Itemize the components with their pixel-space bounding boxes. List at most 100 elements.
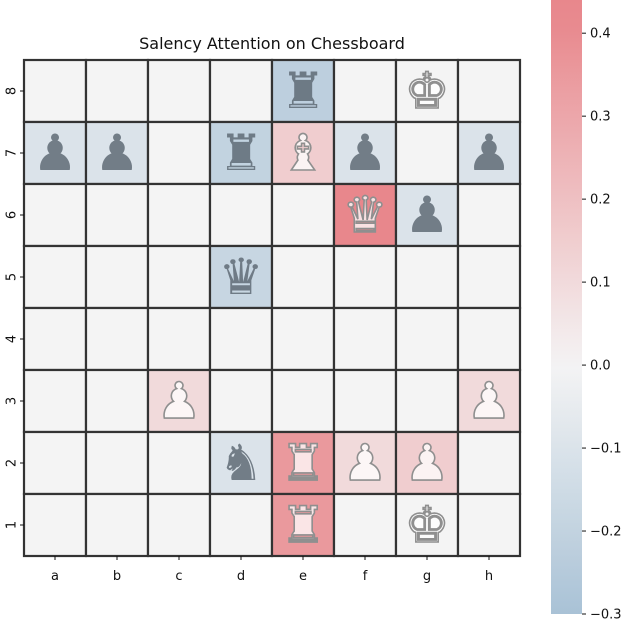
piece-white-king-g8: ♚ [405, 62, 450, 120]
piece-black-pawn-f7: ♟ [343, 124, 388, 182]
cell-d8 [208, 58, 274, 124]
cell-d6 [208, 182, 274, 248]
piece-white-rook-e2: ♜ [281, 434, 326, 492]
file-label-d: d [237, 569, 245, 584]
cell-a1 [22, 492, 88, 558]
cell-e3 [270, 368, 336, 434]
colorbar-tick-label: 0.4 [590, 27, 611, 42]
cell-g4 [394, 306, 460, 372]
cell-b3 [84, 368, 150, 434]
rank-labels: 8 7 6 5 4 3 2 1 [5, 87, 24, 529]
cell-h7 [456, 120, 522, 186]
piece-black-pawn-b7: ♟ [95, 124, 140, 182]
cell-g1 [394, 492, 460, 558]
file-label-f: f [363, 569, 368, 584]
file-label-e: e [299, 569, 307, 584]
cell-g8 [394, 58, 460, 124]
rank-label-7: 7 [5, 149, 20, 157]
file-labels: a b c d e f g h [51, 556, 493, 584]
piece-black-rook-d7: ♜ [219, 124, 264, 182]
piece-white-pawn-c3: ♟ [157, 372, 202, 430]
piece-white-rook-e1: ♜ [281, 496, 326, 554]
file-label-a: a [51, 569, 59, 584]
cell-f1 [332, 492, 398, 558]
cell-f8 [332, 58, 398, 124]
board-cells [22, 58, 522, 558]
piece-white-king-g1: ♚ [405, 496, 450, 554]
cell-f2 [332, 430, 398, 496]
cell-a8 [22, 58, 88, 124]
cell-g2 [394, 430, 460, 496]
file-label-g: g [423, 569, 431, 584]
cell-h1 [456, 492, 522, 558]
cell-f3 [332, 368, 398, 434]
cell-g5 [394, 244, 460, 310]
cell-c8 [146, 58, 212, 124]
colorbar-tick-label: −0.1 [590, 442, 622, 457]
colorbar-gradient [551, 0, 582, 614]
cell-c5 [146, 244, 212, 310]
piece-white-pawn-h3: ♟ [467, 372, 512, 430]
piece-white-pawn-g2: ♟ [405, 434, 450, 492]
board-pieces: ♜ ♚♟ ♟ ♜ ♝ ♟ ♟♛ ♟♛♟ ♟♞ ♜ ♟ ♟♜ ♚ [33, 61, 513, 555]
cell-c6 [146, 182, 212, 248]
piece-black-pawn-g6: ♟ [405, 186, 450, 244]
cell-c1 [146, 492, 212, 558]
cell-d3 [208, 368, 274, 434]
rank-label-6: 6 [5, 211, 20, 219]
cell-e5 [270, 244, 336, 310]
cell-b5 [84, 244, 150, 310]
cell-h5 [456, 244, 522, 310]
cell-f7 [332, 120, 398, 186]
cell-f5 [332, 244, 398, 310]
cell-a2 [22, 430, 88, 496]
cell-b4 [84, 306, 150, 372]
cell-a3 [22, 368, 88, 434]
cell-h4 [456, 306, 522, 372]
cell-c7 [146, 120, 212, 186]
file-label-c: c [175, 569, 182, 584]
cell-a7 [22, 120, 88, 186]
cell-a5 [22, 244, 88, 310]
piece-black-pawn-h7: ♟ [467, 124, 512, 182]
cell-b2 [84, 430, 150, 496]
rank-label-2: 2 [5, 459, 20, 467]
colorbar-tick-label: −0.3 [590, 608, 622, 619]
file-label-h: h [485, 569, 493, 584]
rank-label-1: 1 [5, 521, 20, 529]
colorbar-tick-label: 0.1 [590, 276, 611, 291]
cell-h8 [456, 58, 522, 124]
cell-g7 [394, 120, 460, 186]
cell-b8 [84, 58, 150, 124]
rank-label-8: 8 [5, 87, 20, 95]
cell-c4 [146, 306, 212, 372]
file-label-b: b [113, 569, 121, 584]
cell-e2 [270, 430, 336, 496]
piece-black-queen-d5: ♛ [219, 248, 264, 306]
colorbar: −0.3 −0.2 −0.1 0.0 0.1 0.2 0.3 0.4 [551, 0, 622, 619]
cell-h2 [456, 430, 522, 496]
cell-a6 [22, 182, 88, 248]
piece-black-pawn-a7: ♟ [33, 124, 78, 182]
colorbar-tick-label: −0.2 [590, 525, 622, 540]
cell-f4 [332, 306, 398, 372]
cell-c2 [146, 430, 212, 496]
cell-g3 [394, 368, 460, 434]
cell-d4 [208, 306, 274, 372]
colorbar-tick-label: 0.0 [590, 359, 611, 374]
rank-label-3: 3 [5, 397, 20, 405]
cell-b6 [84, 182, 150, 248]
cell-h6 [456, 182, 522, 248]
piece-black-rook-e8: ♜ [281, 62, 326, 120]
piece-white-queen-f6: ♛ [343, 186, 388, 244]
cell-c3 [146, 368, 212, 434]
piece-black-knight-d2: ♞ [219, 434, 264, 492]
chart-title: Salency Attention on Chessboard [139, 34, 405, 53]
rank-label-5: 5 [5, 273, 20, 281]
piece-white-pawn-f2: ♟ [343, 434, 388, 492]
rank-label-4: 4 [5, 335, 20, 343]
piece-white-bishop-e7: ♝ [281, 124, 326, 182]
colorbar-tick-label: 0.3 [590, 110, 611, 125]
cell-e4 [270, 306, 336, 372]
